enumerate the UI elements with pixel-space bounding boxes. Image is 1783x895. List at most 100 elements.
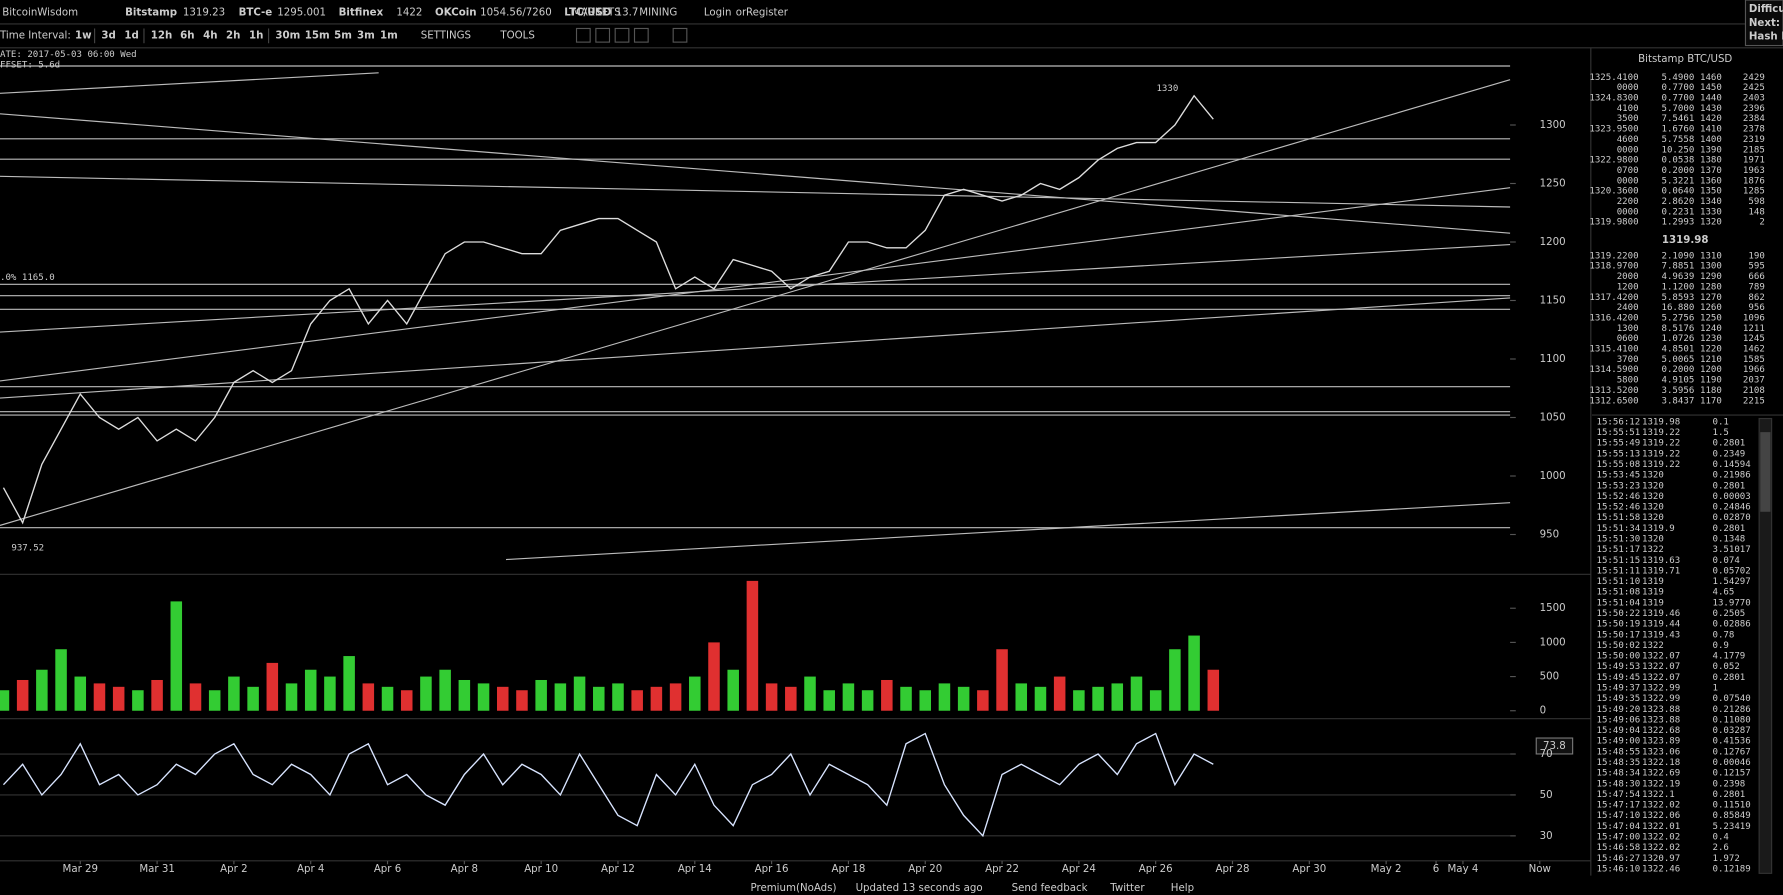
ticker-name[interactable]: BTC-e <box>239 8 273 19</box>
interval[interactable]: 30m <box>275 30 300 41</box>
ob-total: 1211 <box>1743 324 1765 334</box>
ob-level: 1280 <box>1700 282 1722 292</box>
trade-amount: 0.00003 <box>1712 492 1750 502</box>
volume-bar <box>132 690 144 711</box>
trade-time: 15:52:46 <box>1597 503 1641 513</box>
x-tick-label: Apr 20 <box>908 864 942 875</box>
volume-bar <box>573 676 586 711</box>
settings[interactable]: SETTINGS <box>421 30 471 41</box>
trade-time: 15:53:45 <box>1597 471 1641 481</box>
ob-amount: 5.0065 <box>1662 355 1695 365</box>
trade-amount: 0.07540 <box>1712 694 1750 704</box>
volume-bar <box>746 580 759 711</box>
menu[interactable]: MINING <box>639 8 677 19</box>
trade-price: 1320 <box>1642 481 1664 491</box>
trade-price: 1322.99 <box>1642 684 1680 694</box>
login[interactable]: Login <box>704 8 732 19</box>
trade-price: 1322.07 <box>1642 662 1680 672</box>
interval[interactable]: 15m <box>305 30 330 41</box>
tool-icon[interactable] <box>672 27 688 43</box>
menu[interactable]: MARKETS <box>572 8 621 19</box>
trend-line <box>0 187 1511 382</box>
x-tick-label: Apr 6 <box>374 864 401 875</box>
interval[interactable]: 12h <box>151 30 173 41</box>
interval[interactable]: 1m <box>380 30 398 41</box>
ticker-name[interactable]: OKCoin <box>435 8 476 19</box>
trade-price: 1320 <box>1642 492 1664 502</box>
trade-price: 1320 <box>1642 471 1664 481</box>
interval[interactable]: 5m <box>334 30 352 41</box>
ob-total: 2185 <box>1743 145 1765 155</box>
tool-icon[interactable] <box>614 27 630 43</box>
trade-time: 15:48:34 <box>1597 769 1641 779</box>
ob-total: 2215 <box>1743 396 1765 406</box>
tool-icon[interactable] <box>575 27 591 43</box>
ob-total: 190 <box>1748 251 1764 261</box>
ob-level: 1350 <box>1700 187 1722 197</box>
ob-level: 1360 <box>1700 176 1722 186</box>
interval[interactable]: 1d <box>124 30 138 41</box>
y-tick-label: 70 <box>1540 749 1553 760</box>
ob-price: 1314.5900 <box>1589 365 1638 375</box>
volume-bar <box>189 683 202 711</box>
volume-bar <box>1034 686 1047 711</box>
interval[interactable]: 2h <box>226 30 240 41</box>
offset: FFSET: 5.6d <box>0 60 60 70</box>
footer-link[interactable]: Premium(NoAds) <box>750 883 836 894</box>
x-tick-label: Apr 12 <box>601 864 635 875</box>
footer-link[interactable]: Twitter <box>1109 883 1145 894</box>
interval[interactable]: 4h <box>203 30 217 41</box>
brand[interactable]: BitcoinWisdom <box>2 8 78 19</box>
ticker-name[interactable]: Bitfinex <box>339 8 384 19</box>
trade-price: 1322 <box>1642 641 1664 651</box>
ob-total: 1285 <box>1743 187 1765 197</box>
ob-level: 1340 <box>1700 197 1722 207</box>
trade-time: 15:49:35 <box>1597 694 1641 704</box>
interval[interactable]: 3m <box>357 30 375 41</box>
ob-price: 0000 <box>1617 83 1639 93</box>
ob-total: 2 <box>1759 218 1764 228</box>
tool-icon[interactable] <box>633 27 649 43</box>
ob-level: 1200 <box>1700 365 1722 375</box>
footer-link: Updated 13 seconds ago <box>856 883 983 894</box>
ob-total: 1966 <box>1743 365 1765 375</box>
volume-bar <box>900 686 912 711</box>
trade-amount: 0.2801 <box>1712 439 1745 449</box>
scroll-thumb[interactable] <box>1760 432 1771 512</box>
trade-amount: 0.12157 <box>1712 769 1750 779</box>
ob-level: 1420 <box>1700 114 1722 124</box>
ticker-name[interactable]: Bitstamp <box>125 8 177 19</box>
volume-bar <box>1169 649 1181 711</box>
interval[interactable]: 3d <box>101 30 115 41</box>
footer-link[interactable]: Send feedback <box>1012 883 1088 894</box>
ob-amount: 1.0726 <box>1662 334 1695 344</box>
ob-amount: 16.880 <box>1662 303 1695 313</box>
register[interactable]: Register <box>746 8 789 19</box>
trade-amount: 0.1348 <box>1712 534 1745 544</box>
ob-price: 1313.5200 <box>1589 386 1638 396</box>
ob-level: 1430 <box>1700 104 1722 114</box>
y-tick-label: 30 <box>1540 831 1553 842</box>
interval[interactable]: 1w <box>75 30 92 41</box>
ob-amount: 0.2000 <box>1662 365 1695 375</box>
tool-icon[interactable] <box>595 27 611 43</box>
ticker-name[interactable]: LTC/USD <box>564 8 611 19</box>
ticker-price: 13.7 <box>616 8 639 19</box>
trade-time: 15:47:54 <box>1597 790 1641 800</box>
trade-time: 15:51:11 <box>1597 566 1641 576</box>
footer-link[interactable]: Help <box>1171 883 1194 894</box>
ob-amount: 2.1090 <box>1662 251 1695 261</box>
ob-level: 1460 <box>1700 73 1722 83</box>
interval[interactable]: 1h <box>249 30 263 41</box>
ob-total: 1245 <box>1743 334 1765 344</box>
volume-bar <box>612 683 624 711</box>
trade-price: 1322.19 <box>1642 779 1680 789</box>
interval[interactable]: 6h <box>180 30 194 41</box>
trade-price: 1322.07 <box>1642 673 1680 683</box>
volume-bar <box>496 686 509 711</box>
tools[interactable]: TOOLS <box>499 30 535 41</box>
ob-amount: 0.7700 <box>1662 94 1695 104</box>
ob-total: 956 <box>1748 303 1764 313</box>
x-tick-label: Mar 31 <box>139 864 175 875</box>
